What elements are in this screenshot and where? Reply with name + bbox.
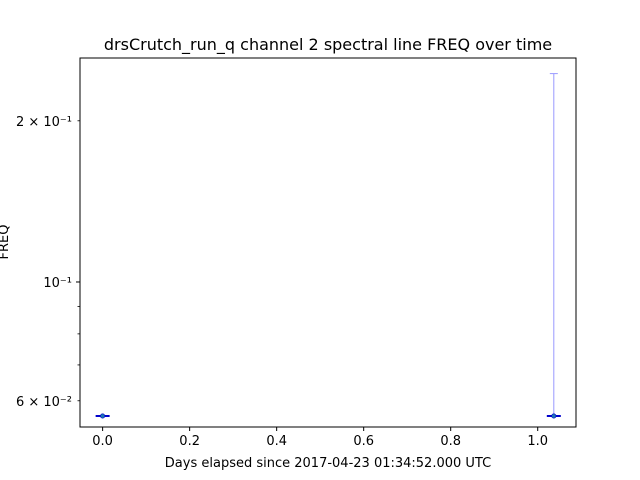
x-tick-label: 0.6 (353, 434, 374, 449)
x-tick-label: 1.0 (527, 434, 548, 449)
plot-frame (79, 57, 577, 428)
y-minor-tick-label: 2 × 10⁻¹ (16, 115, 72, 130)
data-point (100, 413, 106, 419)
y-axis-label: FREQ (0, 225, 12, 260)
y-major-tick-label: 10⁻¹ (43, 276, 72, 291)
data-marks (95, 73, 561, 419)
chart-title: drsCrutch_run_q channel 2 spectral line … (104, 35, 552, 55)
x-tick-label: 0.0 (92, 434, 113, 449)
x-tick-label: 0.4 (266, 434, 287, 449)
axis-ticks: 0.0 0.2 0.4 0.6 0.8 1.0 10⁻¹ 6 × 10⁻² 2 × 10⁻¹ (16, 115, 548, 449)
x-tick-label: 0.8 (440, 434, 461, 449)
data-point (551, 413, 557, 419)
y-minor-tick-label: 6 × 10⁻² (16, 395, 72, 410)
x-tick-label: 0.2 (179, 434, 200, 449)
x-axis-label: Days elapsed since 2017-04-23 01:34:52.0… (165, 456, 491, 471)
